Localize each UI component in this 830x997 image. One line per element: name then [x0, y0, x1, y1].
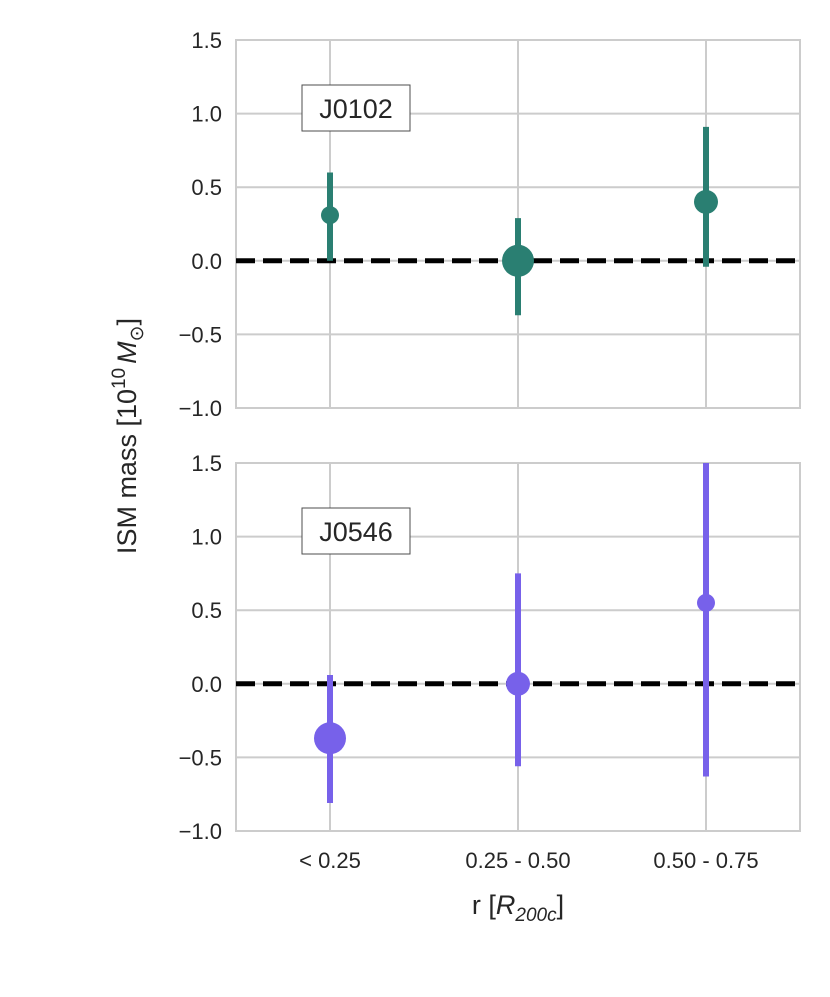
y-tick-label: 1.5 — [191, 451, 222, 476]
y-tick-label: 0.5 — [191, 598, 222, 623]
panel-label-box — [301, 84, 411, 132]
y-tick-label: 1.5 — [191, 28, 222, 53]
y-tick-label: 1.0 — [191, 102, 222, 127]
data-point — [697, 593, 715, 612]
panel-label-box — [301, 507, 411, 555]
panel-label-text: J0546 — [319, 517, 393, 547]
data-point — [506, 671, 530, 696]
x-tick-label: 0.50 - 0.75 — [653, 848, 758, 873]
x-tick-label: < 0.25 — [299, 848, 361, 873]
x-tick-label: 0.25 - 0.50 — [465, 848, 570, 873]
plot-frame — [235, 39, 801, 409]
y-tick-label: −1.0 — [179, 819, 222, 844]
data-point — [314, 722, 346, 755]
y-axis-label: ISM mass [1010M⊙] — [109, 318, 148, 554]
data-point — [321, 206, 339, 225]
plot-frame — [235, 462, 801, 832]
x-tick-labels: < 0.25 0.25 - 0.50 0.50 - 0.75 — [299, 848, 758, 873]
data-point — [502, 244, 534, 277]
y-tick-label: −1.0 — [179, 396, 222, 421]
x-axis-label: r [R200c] — [472, 890, 564, 926]
panel-label: J0546 — [301, 507, 411, 555]
y-tick-label: −0.5 — [179, 322, 222, 347]
panel-label: J0102 — [301, 84, 411, 132]
y-tick-label: 1.0 — [191, 525, 222, 550]
panels-layer: −1.0 −0.5 0.0 0.5 1.0 1.5 J0102 −1.0 −0.5 0.0 0.5 1… — [179, 28, 801, 844]
y-tick-label: −0.5 — [179, 745, 222, 770]
panel-0: −1.0 −0.5 0.0 0.5 1.0 1.5 J0102 — [179, 28, 801, 421]
panel-1: −1.0 −0.5 0.0 0.5 1.0 1.5 J0546 — [179, 451, 801, 844]
data-point — [694, 189, 718, 214]
y-tick-label: 0.0 — [191, 249, 222, 274]
y-tick-label: 0.5 — [191, 175, 222, 200]
y-tick-label: 0.0 — [191, 672, 222, 697]
panel-label-text: J0102 — [319, 94, 393, 124]
